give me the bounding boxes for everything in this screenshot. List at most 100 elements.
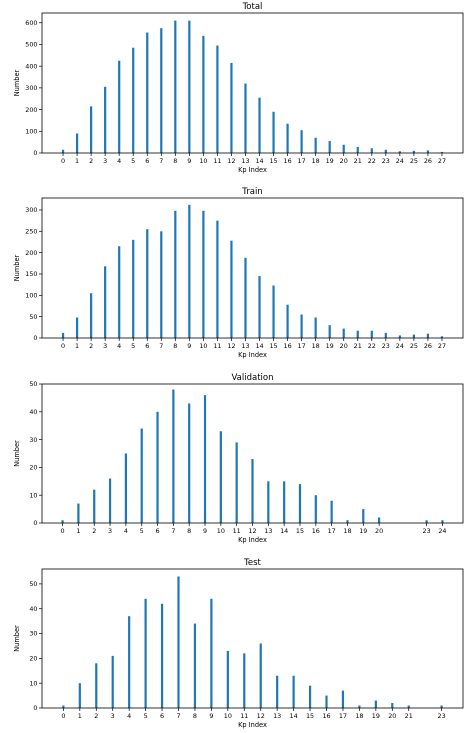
bar (177, 576, 180, 708)
bar (407, 705, 410, 708)
x-tick-label: 8 (173, 157, 177, 165)
x-tick-label: 14 (290, 712, 298, 720)
bar (426, 150, 430, 153)
x-tick-label: 10 (199, 342, 207, 350)
x-tick-label: 5 (140, 527, 144, 535)
x-tick-label: 4 (124, 527, 128, 535)
x-axis-label: Kp Index (238, 166, 267, 174)
bar (61, 520, 64, 523)
x-tick-label: 4 (117, 342, 121, 350)
y-tick-label: 0 (33, 519, 37, 527)
x-tick-label: 0 (61, 712, 65, 720)
x-tick-label: 9 (203, 527, 207, 535)
bar (370, 330, 373, 338)
bar (75, 133, 79, 153)
x-tick-label: 1 (75, 157, 79, 165)
x-tick-label: 13 (241, 157, 249, 165)
y-tick-label: 0 (33, 704, 37, 712)
x-tick-label: 3 (111, 712, 115, 720)
bar (259, 643, 262, 708)
bar (378, 517, 381, 523)
bar (412, 150, 415, 153)
x-tick-label: 8 (173, 342, 177, 350)
x-tick-label: 19 (372, 712, 380, 720)
x-tick-label: 19 (359, 527, 367, 535)
x-tick-label: 27 (438, 342, 446, 350)
y-axis-label: Number (13, 625, 21, 652)
bar (314, 317, 317, 338)
x-tick-label: 12 (257, 712, 265, 720)
bar (374, 700, 377, 708)
y-tick-label: 300 (25, 84, 37, 92)
x-tick-label: 20 (340, 157, 348, 165)
bar (202, 35, 205, 154)
bar (314, 137, 317, 153)
x-tick-label: 10 (224, 712, 232, 720)
y-tick-label: 40 (29, 408, 37, 416)
bar (370, 148, 373, 153)
x-tick-label: 16 (284, 342, 292, 350)
bar (210, 598, 213, 708)
bar (398, 335, 401, 338)
bar (267, 481, 270, 523)
plot-frame (41, 197, 464, 339)
y-tick-label: 150 (25, 270, 37, 278)
bar (325, 695, 328, 708)
x-tick-label: 9 (209, 712, 213, 720)
x-tick-label: 16 (322, 712, 330, 720)
plot-frame (41, 568, 464, 709)
x-tick-label: 15 (306, 712, 314, 720)
x-tick-label: 24 (438, 527, 446, 535)
y-axis-label: Number (13, 69, 21, 96)
x-tick-label: 14 (255, 157, 263, 165)
x-tick-label: 3 (103, 157, 107, 165)
y-tick-label: 250 (25, 227, 37, 235)
bar (78, 683, 81, 708)
x-tick-label: 19 (326, 342, 334, 350)
bar (356, 330, 359, 338)
bar (124, 453, 127, 523)
bar (118, 246, 121, 338)
bar (441, 520, 444, 523)
bar (308, 685, 312, 708)
x-tick-label: 6 (145, 342, 149, 350)
bar (93, 489, 96, 523)
bar (328, 141, 331, 153)
x-tick-label: 21 (354, 342, 362, 350)
bar (440, 151, 444, 153)
x-tick-label: 17 (339, 712, 347, 720)
bar (283, 481, 286, 523)
chart-title: Total (242, 2, 263, 12)
x-tick-label: 11 (240, 712, 248, 720)
bar (251, 459, 254, 523)
x-tick-label: 26 (424, 342, 432, 350)
y-tick-label: 200 (25, 106, 37, 114)
bar (216, 220, 219, 338)
bar (77, 503, 80, 523)
y-tick-label: 500 (25, 41, 37, 49)
bar (174, 20, 177, 154)
bar (202, 210, 205, 338)
x-tick-label: 11 (233, 527, 241, 535)
x-tick-label: 22 (368, 157, 376, 165)
bar (342, 144, 345, 153)
bar (272, 285, 275, 338)
bar (132, 47, 135, 153)
bar (258, 276, 261, 338)
x-tick-label: 18 (355, 712, 363, 720)
bar (104, 266, 107, 338)
bar (286, 123, 289, 153)
x-tick-label: 0 (61, 527, 65, 535)
x-tick-label: 27 (438, 157, 446, 165)
x-tick-label: 7 (176, 712, 180, 720)
x-tick-label: 1 (78, 712, 82, 720)
x-tick-label: 14 (280, 527, 288, 535)
bar (108, 478, 112, 523)
bar (243, 653, 246, 708)
x-tick-label: 2 (89, 342, 93, 350)
x-tick-label: 2 (92, 527, 96, 535)
x-tick-label: 1 (76, 527, 80, 535)
bar (61, 149, 65, 153)
